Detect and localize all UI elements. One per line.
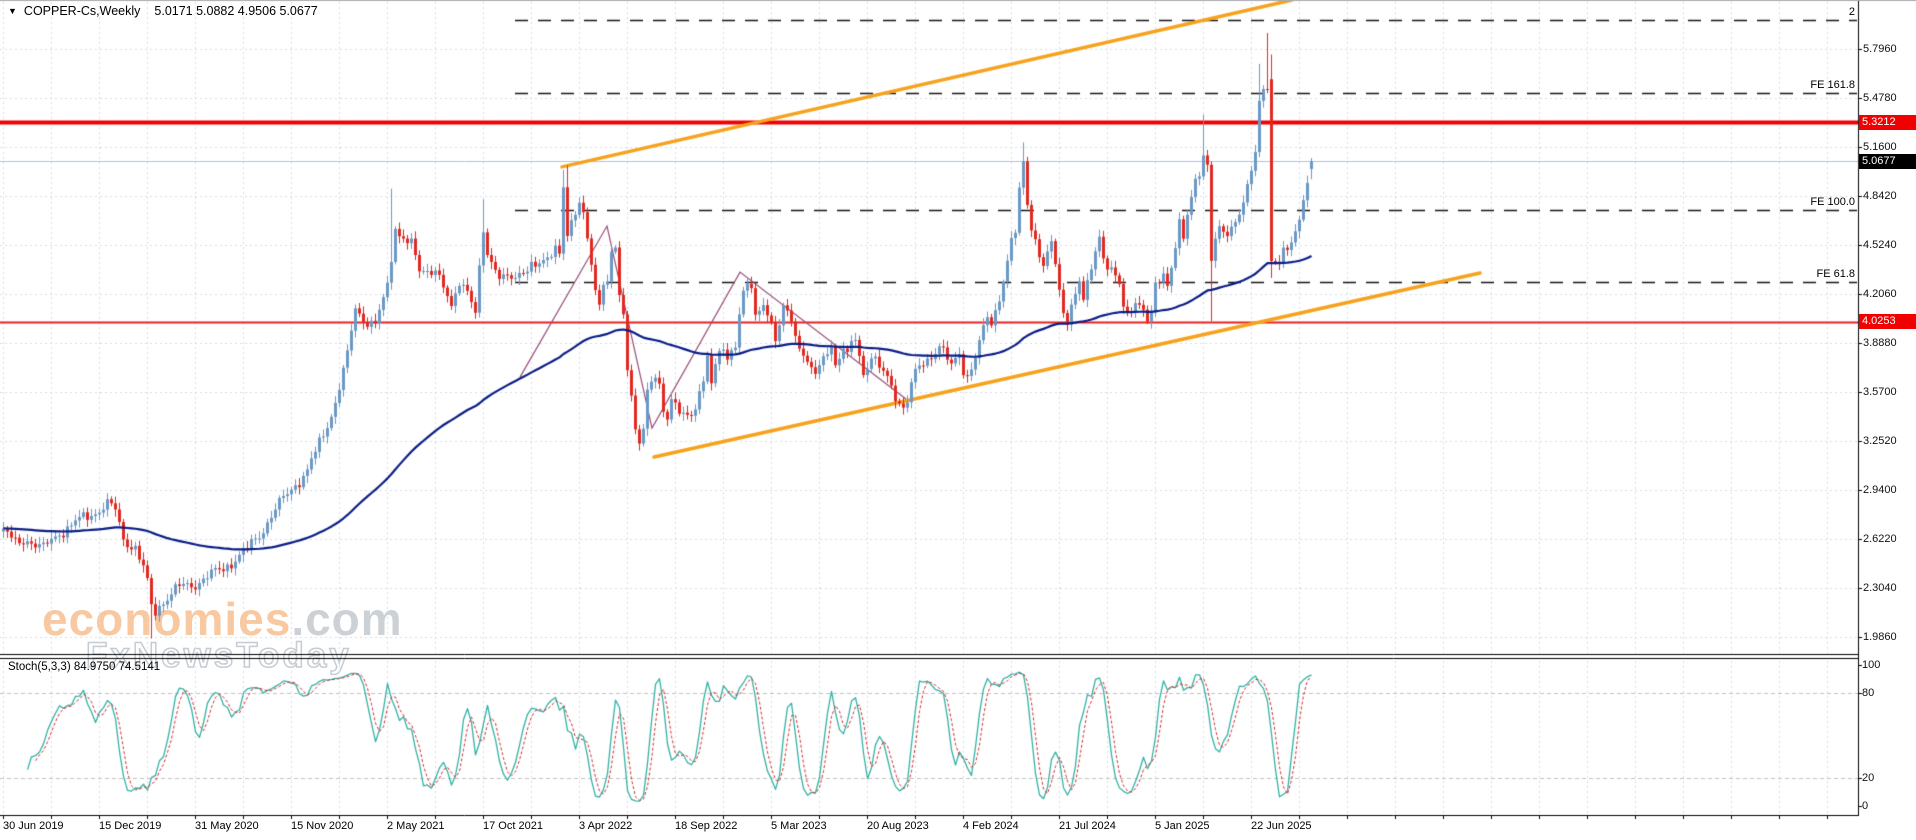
price-badge-resistance-red: 5.3212 [1859, 114, 1916, 130]
symbol-dropdown-icon[interactable]: ▼ [8, 6, 17, 16]
price-axis-label: 5.1600 [1863, 141, 1897, 153]
price-badge-support-red: 4.0253 [1859, 314, 1916, 330]
date-label: 5 Jan 2025 [1155, 820, 1210, 832]
price-badge-last-price-black: 5.0677 [1859, 153, 1916, 169]
date-label: 21 Jul 2024 [1059, 820, 1116, 832]
chart-title: ▼ COPPER-Cs,Weekly 5.0171 5.0882 4.9506 5.… [8, 4, 318, 18]
date-label: 30 Jun 2019 [3, 820, 64, 832]
fib-level-label: FE 100.0 [1810, 196, 1855, 209]
date-label: 22 Jun 2025 [1251, 820, 1312, 832]
stoch-scale-label: 100 [1862, 659, 1881, 671]
fib-level-label: 2 [1848, 6, 1855, 19]
price-axis-label: 3.5700 [1863, 386, 1897, 398]
date-label: 17 Oct 2021 [483, 820, 543, 832]
date-label: 2 May 2021 [387, 820, 445, 832]
price-axis-label: 5.7960 [1863, 43, 1897, 55]
ohlc-readout: 5.0171 5.0882 4.9506 5.0677 [154, 4, 318, 18]
price-axis-label: 5.4780 [1863, 92, 1897, 104]
price-axis-label: 1.9860 [1863, 631, 1897, 643]
price-axis-label: 2.6220 [1863, 533, 1897, 545]
date-label: 15 Dec 2019 [99, 820, 162, 832]
fib-level-label: FE 161.8 [1810, 79, 1855, 92]
date-label: 20 Aug 2023 [867, 820, 929, 832]
date-label: 3 Apr 2022 [579, 820, 633, 832]
fib-level-label: FE 61.8 [1816, 268, 1855, 281]
date-label: 15 Nov 2020 [291, 820, 354, 832]
stoch-scale-label: 20 [1862, 771, 1875, 784]
price-axis-label: 4.2060 [1863, 288, 1897, 300]
price-axis-label: 2.3040 [1863, 582, 1897, 594]
symbol-timeframe-label: COPPER-Cs,Weekly [23, 4, 141, 18]
stoch-scale-label: 0 [1862, 800, 1869, 812]
price-axis-label: 3.8880 [1863, 337, 1897, 349]
date-label: 31 May 2020 [195, 820, 259, 832]
price-axis-label: 4.8420 [1863, 190, 1897, 202]
date-label: 5 Mar 2023 [771, 820, 827, 832]
stochastic-indicator-label: Stoch(5,3,3) 84.9750 74.5141 [8, 661, 161, 673]
date-label: 18 Sep 2022 [675, 820, 738, 832]
price-axis-label: 3.2520 [1863, 435, 1897, 447]
price-axis-label: 2.9400 [1863, 484, 1897, 496]
date-label: 4 Feb 2024 [963, 820, 1019, 832]
price-axis-label: 4.5240 [1863, 239, 1897, 251]
stoch-scale-label: 80 [1862, 687, 1875, 700]
